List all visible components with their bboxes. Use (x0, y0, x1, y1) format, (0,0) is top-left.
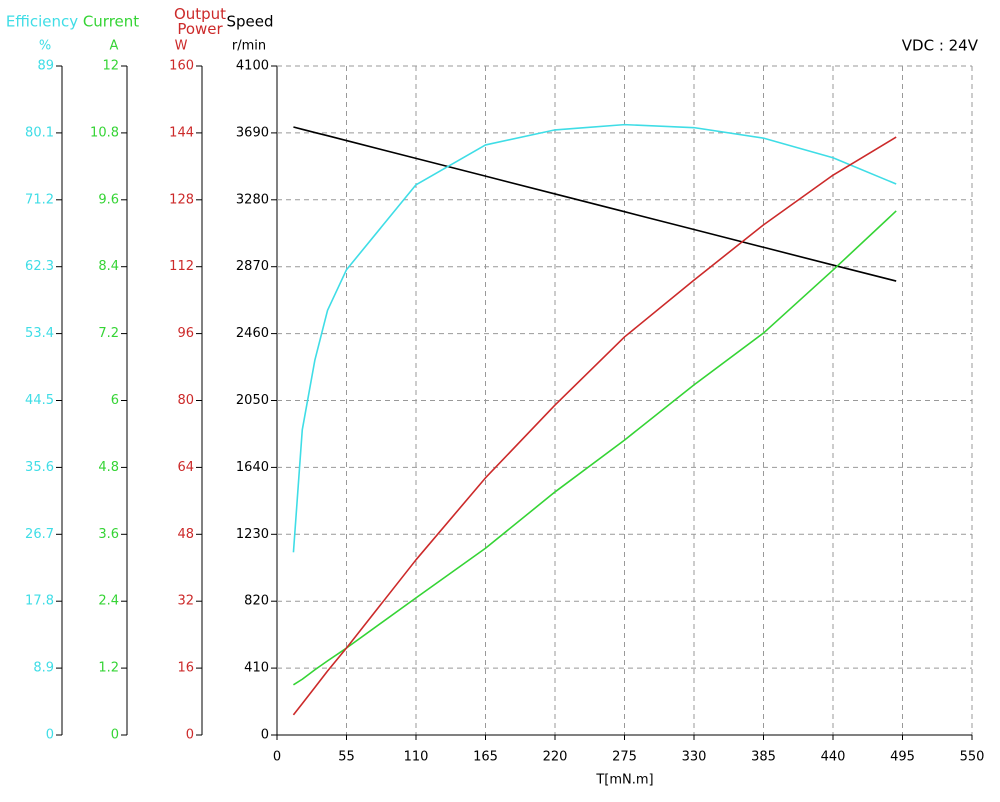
y-tick-label: 3690 (236, 125, 269, 140)
y-axis-title-text: Output Power (173, 7, 227, 38)
x-tick-label: 440 (821, 750, 846, 765)
y-tick-label: 32 (177, 594, 194, 609)
y-tick-label: 0 (111, 728, 119, 743)
y-tick-label: 4.8 (98, 460, 119, 475)
y-axis-unit: W (175, 39, 188, 54)
x-tick-label: 330 (682, 750, 707, 765)
y-axis-unit: % (39, 39, 51, 54)
x-axis-label: T[mN.m] (595, 773, 653, 788)
x-tick-label: 495 (890, 750, 915, 765)
y-tick-label: 2050 (236, 393, 269, 408)
y-tick-label: 64 (177, 460, 194, 475)
y-tick-label: 160 (169, 59, 194, 74)
y-tick-label: 80.1 (25, 125, 54, 140)
y-tick-label: 12 (102, 59, 119, 74)
x-tick-label: 275 (612, 750, 637, 765)
y-tick-label: 144 (169, 125, 194, 140)
x-tick-label: 110 (404, 750, 429, 765)
y-tick-label: 35.6 (25, 460, 54, 475)
y-tick-label: 26.7 (25, 527, 54, 542)
y-tick-label: 112 (169, 259, 194, 274)
x-tick-label: 0 (273, 750, 281, 765)
y-tick-label: 1.2 (98, 661, 119, 676)
y-tick-label: 9.6 (98, 192, 119, 207)
y-axis-title: Efficiency (6, 13, 78, 31)
y-tick-label: 6 (111, 393, 119, 408)
series-line (292, 123, 897, 553)
series-line (293, 210, 897, 686)
y-tick-label: 62.3 (25, 259, 54, 274)
x-tick-label: 220 (543, 750, 568, 765)
y-tick-label: 8.9 (33, 661, 54, 676)
y-tick-label: 3.6 (98, 527, 119, 542)
y-axis-title: Speed (226, 13, 273, 31)
y-tick-label: 2460 (236, 326, 269, 341)
y-axis-title: Current (83, 13, 139, 31)
x-tick-label: 550 (960, 750, 985, 765)
x-tick-label: 165 (473, 750, 498, 765)
y-tick-label: 7.2 (98, 326, 119, 341)
y-tick-label: 16 (177, 661, 194, 676)
y-tick-label: 410 (244, 661, 269, 676)
y-tick-label: 3280 (236, 192, 269, 207)
y-tick-label: 8.4 (98, 259, 119, 274)
y-tick-label: 1640 (236, 460, 269, 475)
x-tick-label: 385 (751, 750, 776, 765)
y-tick-label: 96 (177, 326, 194, 341)
y-tick-label: 128 (169, 192, 194, 207)
y-axis-unit: r/min (232, 39, 266, 54)
series-line (293, 126, 897, 282)
y-tick-label: 80 (177, 393, 194, 408)
y-tick-label: 2870 (236, 259, 269, 274)
x-tick-label: 55 (338, 750, 355, 765)
y-tick-label: 0 (186, 728, 194, 743)
y-axis-title: Output Power (173, 7, 227, 38)
y-axis-unit: A (110, 39, 119, 54)
y-tick-label: 820 (244, 594, 269, 609)
y-tick-label: 17.8 (25, 594, 54, 609)
y-tick-label: 71.2 (25, 192, 54, 207)
y-tick-label: 1230 (236, 527, 269, 542)
series-line (292, 136, 897, 716)
y-tick-label: 4100 (236, 59, 269, 74)
annotation: VDC : 24V (902, 37, 979, 55)
y-tick-label: 44.5 (25, 393, 54, 408)
y-tick-label: 0 (261, 728, 269, 743)
y-tick-label: 48 (177, 527, 194, 542)
y-tick-label: 89 (37, 59, 54, 74)
y-tick-label: 10.8 (90, 125, 119, 140)
y-tick-label: 53.4 (25, 326, 54, 341)
y-tick-label: 0 (46, 728, 54, 743)
y-tick-label: 2.4 (98, 594, 119, 609)
